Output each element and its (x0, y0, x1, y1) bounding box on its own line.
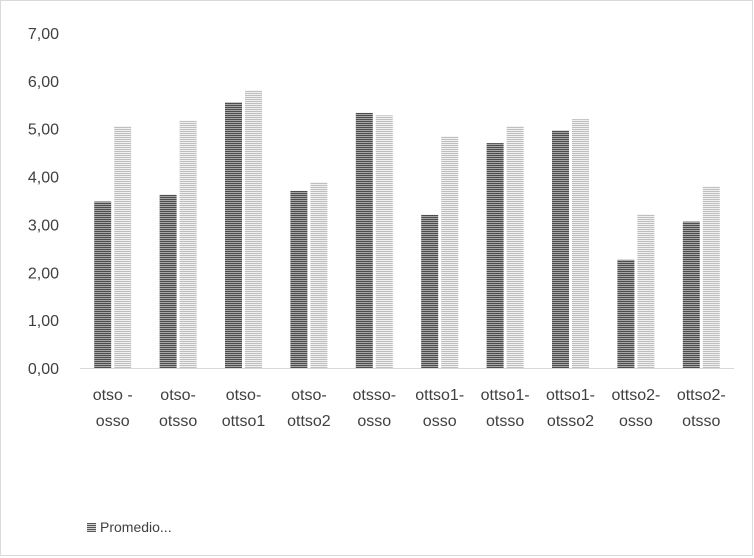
bar-series1 (355, 112, 373, 369)
bar-series1 (225, 102, 242, 369)
x-category-label: ottso2-osso (611, 387, 660, 430)
x-category-label: otso-ottso2 (287, 387, 331, 430)
y-tick-label: 1,00 (28, 313, 59, 330)
bar-series1 (617, 259, 635, 368)
y-tick-label: 2,00 (28, 265, 59, 282)
bar-series2 (310, 182, 328, 368)
bar-series2 (245, 90, 262, 369)
x-category-label: ottso1-otsso (481, 387, 530, 430)
bar-series1 (94, 201, 112, 368)
x-category-label: otso -osso (93, 387, 133, 430)
bar-series1 (552, 130, 569, 368)
y-axis-labels: 0,00 1,00 2,00 3,00 4,00 5,00 6,00 7,00 (28, 26, 59, 378)
legend[interactable]: Promedio... (87, 519, 172, 535)
x-category-label: ottso2-otsso (677, 387, 726, 430)
bar-series2 (114, 126, 132, 368)
bar-series2 (179, 120, 197, 368)
bar-series2 (506, 126, 524, 368)
bar-series2 (572, 119, 589, 368)
bar-series2 (441, 136, 459, 368)
y-tick-label: 5,00 (28, 122, 59, 139)
y-tick-label: 4,00 (28, 170, 59, 187)
x-category-label: otso-otsso (159, 387, 197, 430)
bar-series2 (702, 186, 720, 368)
x-category-label: otso-ottso1 (222, 387, 266, 430)
y-tick-label: 0,00 (28, 361, 59, 378)
x-category-label: ottso1-osso (415, 387, 464, 430)
bar-series1 (486, 143, 504, 368)
bar-series1 (290, 190, 308, 368)
x-category-label: ottso1-otsso2 (546, 387, 595, 430)
y-tick-label: 7,00 (28, 26, 59, 43)
bar-series1 (159, 194, 177, 368)
bar-series1 (421, 214, 439, 368)
x-axis-labels: otso -osso otso-otsso otso-ottso1 otso-otts… (93, 387, 726, 430)
legend-swatch-icon (87, 522, 96, 532)
x-category-label: otsso-osso (353, 387, 397, 430)
bars (94, 90, 720, 369)
bar-series2 (375, 115, 393, 368)
bar-series2 (637, 214, 655, 368)
y-tick-label: 6,00 (28, 74, 59, 91)
y-tick-label: 3,00 (28, 217, 59, 234)
legend-label: Promedio... (100, 519, 172, 535)
bar-series1 (682, 221, 700, 368)
